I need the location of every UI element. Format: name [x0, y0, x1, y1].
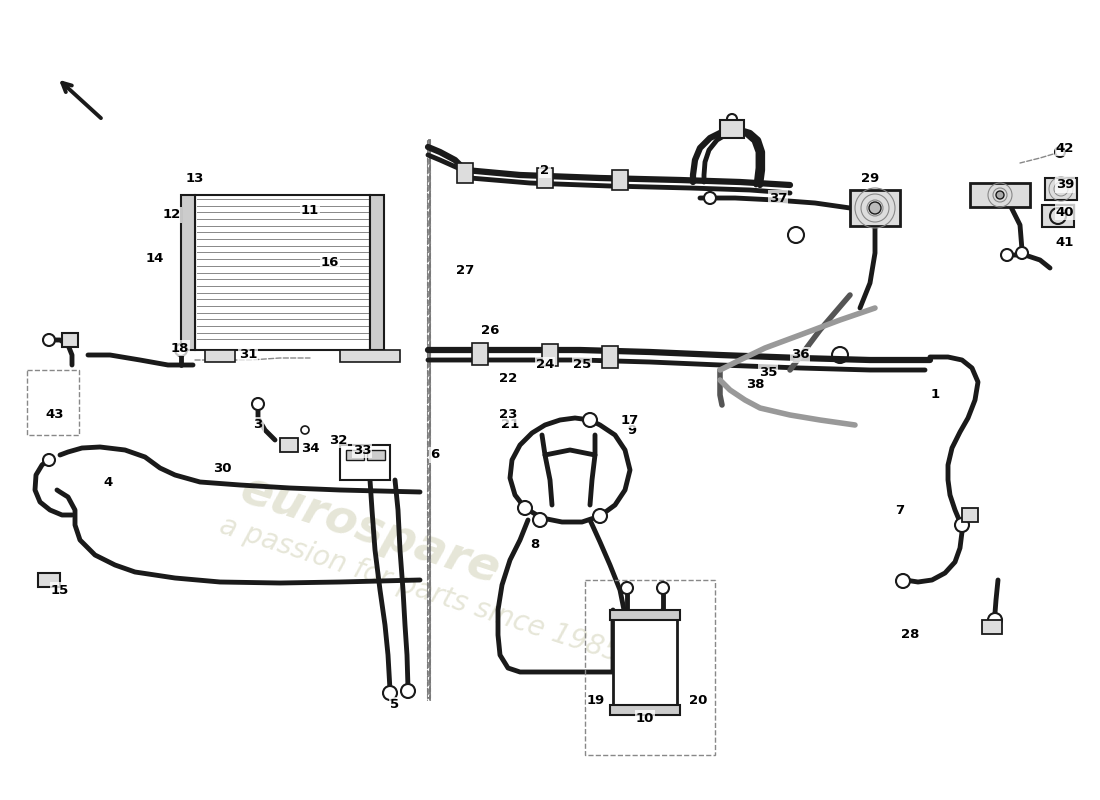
Text: 24: 24: [536, 358, 554, 371]
Bar: [182, 195, 195, 350]
Circle shape: [534, 513, 547, 527]
Bar: [962, 508, 978, 522]
Text: 30: 30: [212, 462, 231, 474]
Text: 32: 32: [329, 434, 348, 446]
Text: 9: 9: [627, 423, 637, 437]
Circle shape: [657, 582, 669, 594]
Bar: [205, 350, 235, 362]
Bar: [39, 573, 60, 587]
Text: 26: 26: [481, 323, 499, 337]
Circle shape: [252, 398, 264, 410]
Text: 33: 33: [353, 443, 372, 457]
Circle shape: [593, 509, 607, 523]
Bar: [850, 190, 900, 226]
Bar: [367, 450, 385, 460]
Text: 23: 23: [498, 409, 517, 422]
Circle shape: [988, 613, 1002, 627]
Bar: [610, 705, 680, 715]
Bar: [1042, 205, 1074, 227]
Bar: [720, 120, 744, 138]
Text: 8: 8: [530, 538, 540, 551]
Text: 38: 38: [746, 378, 764, 391]
Bar: [280, 438, 298, 452]
Text: 27: 27: [455, 263, 474, 277]
Text: 43: 43: [46, 409, 64, 422]
Text: 22: 22: [499, 371, 517, 385]
Text: 16: 16: [321, 255, 339, 269]
Text: 36: 36: [791, 349, 810, 362]
Text: 19: 19: [587, 694, 605, 706]
Circle shape: [175, 344, 187, 356]
Text: 42: 42: [1056, 142, 1075, 154]
Text: a passion for parts since 1985: a passion for parts since 1985: [216, 512, 624, 668]
Text: 11: 11: [301, 203, 319, 217]
Circle shape: [43, 454, 55, 466]
Text: 1: 1: [931, 389, 939, 402]
Circle shape: [1050, 208, 1066, 224]
Text: 6: 6: [430, 449, 440, 462]
Circle shape: [896, 574, 910, 588]
Circle shape: [996, 191, 1004, 199]
Bar: [428, 140, 430, 698]
Bar: [1045, 178, 1077, 200]
Text: 39: 39: [1056, 178, 1075, 191]
Bar: [456, 163, 473, 183]
Bar: [542, 344, 558, 366]
Circle shape: [955, 518, 969, 532]
Text: 31: 31: [239, 349, 257, 362]
Text: 4: 4: [103, 477, 112, 490]
Bar: [62, 333, 78, 347]
Circle shape: [1016, 247, 1028, 259]
Text: 28: 28: [901, 629, 920, 642]
Text: 20: 20: [689, 694, 707, 706]
Text: 10: 10: [636, 711, 654, 725]
Bar: [346, 450, 364, 460]
Circle shape: [704, 192, 716, 204]
Circle shape: [43, 334, 55, 346]
Text: 17: 17: [620, 414, 639, 426]
Text: 41: 41: [1056, 237, 1075, 250]
Bar: [537, 168, 553, 188]
Circle shape: [383, 686, 397, 700]
Text: 35: 35: [759, 366, 778, 378]
Text: 18: 18: [170, 342, 189, 354]
Bar: [340, 350, 400, 362]
Text: 40: 40: [1056, 206, 1075, 218]
Circle shape: [621, 582, 632, 594]
Text: 34: 34: [300, 442, 319, 454]
Circle shape: [402, 684, 415, 698]
Circle shape: [1001, 249, 1013, 261]
Text: 5: 5: [390, 698, 399, 711]
Circle shape: [869, 202, 881, 214]
Text: 3: 3: [253, 418, 263, 431]
Text: 29: 29: [861, 171, 879, 185]
Text: 21: 21: [500, 418, 519, 431]
Bar: [195, 195, 370, 350]
Circle shape: [301, 426, 309, 434]
Bar: [370, 195, 384, 350]
Bar: [585, 580, 715, 755]
Circle shape: [727, 114, 737, 124]
Text: 25: 25: [573, 358, 591, 371]
Text: 15: 15: [51, 583, 69, 597]
Bar: [982, 620, 1002, 634]
Bar: [472, 343, 488, 365]
Bar: [602, 346, 618, 368]
Circle shape: [518, 501, 532, 515]
Bar: [340, 445, 390, 480]
Bar: [28, 370, 79, 435]
Bar: [613, 615, 676, 705]
Circle shape: [1055, 147, 1065, 157]
Text: 7: 7: [895, 503, 904, 517]
Bar: [610, 610, 680, 620]
Text: eurospare: eurospare: [234, 467, 506, 593]
Text: 13: 13: [186, 171, 205, 185]
Text: 14: 14: [146, 251, 164, 265]
Text: 12: 12: [163, 209, 182, 222]
Bar: [612, 170, 628, 190]
Circle shape: [583, 413, 597, 427]
Text: 2: 2: [540, 163, 550, 177]
Text: 37: 37: [769, 191, 788, 205]
Bar: [970, 183, 1030, 207]
